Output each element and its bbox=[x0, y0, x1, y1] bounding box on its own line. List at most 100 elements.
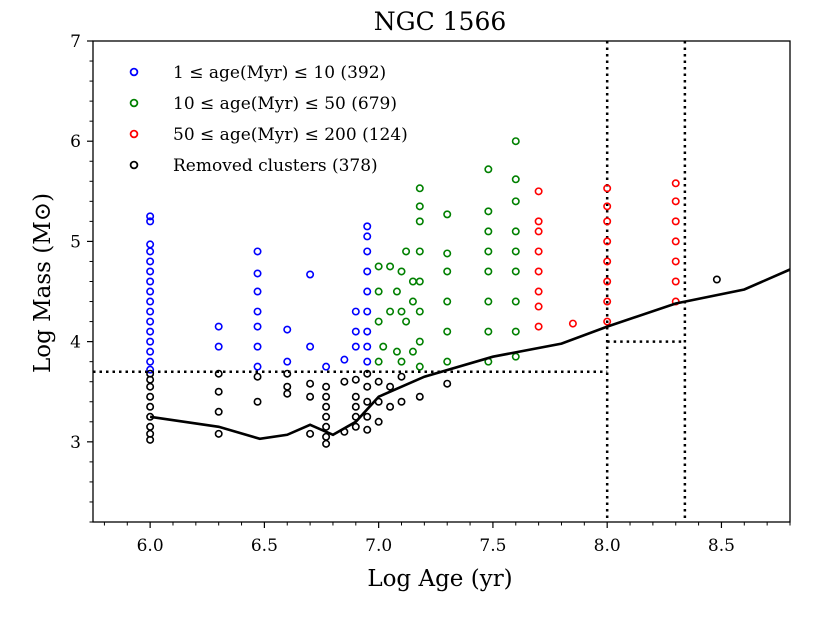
data-point bbox=[534, 247, 543, 256]
data-point bbox=[408, 347, 417, 356]
data-point bbox=[534, 187, 543, 196]
data-point bbox=[511, 267, 520, 276]
y-axis-label: Log Mass (M⊙) bbox=[30, 193, 56, 373]
data-point bbox=[283, 325, 292, 334]
data-point bbox=[322, 439, 331, 448]
data-point bbox=[443, 357, 452, 366]
data-point bbox=[511, 247, 520, 256]
data-point bbox=[214, 342, 223, 351]
data-point bbox=[415, 247, 424, 256]
data-point bbox=[374, 262, 383, 271]
data-point bbox=[253, 322, 262, 331]
data-point bbox=[402, 247, 411, 256]
x-tick-label: 6.0 bbox=[137, 536, 164, 556]
data-point bbox=[415, 202, 424, 211]
data-point bbox=[534, 322, 543, 331]
data-point bbox=[511, 175, 520, 184]
legend-marker bbox=[129, 67, 139, 77]
data-point bbox=[603, 257, 612, 266]
data-point bbox=[511, 352, 520, 361]
data-point bbox=[397, 372, 406, 381]
data-point bbox=[603, 297, 612, 306]
data-point bbox=[283, 357, 292, 366]
data-point bbox=[415, 184, 424, 193]
data-point bbox=[402, 317, 411, 326]
data-point bbox=[146, 307, 155, 316]
data-point bbox=[397, 397, 406, 406]
data-point bbox=[322, 432, 331, 441]
legend-label: Removed clusters (378) bbox=[173, 156, 378, 176]
data-point bbox=[306, 392, 315, 401]
data-point bbox=[146, 277, 155, 286]
data-point bbox=[146, 369, 155, 378]
data-point bbox=[443, 379, 452, 388]
x-axis-label: Log Age (yr) bbox=[367, 566, 512, 592]
data-point bbox=[363, 369, 372, 378]
data-point bbox=[484, 227, 493, 236]
data-point bbox=[146, 422, 155, 431]
legend-marker bbox=[129, 98, 139, 108]
data-point bbox=[306, 429, 315, 438]
data-point bbox=[386, 382, 395, 391]
data-point bbox=[146, 267, 155, 276]
data-point bbox=[408, 297, 417, 306]
data-point bbox=[146, 247, 155, 256]
data-point bbox=[363, 397, 372, 406]
data-point bbox=[146, 357, 155, 366]
data-point bbox=[253, 247, 262, 256]
data-point bbox=[386, 262, 395, 271]
data-point bbox=[392, 347, 401, 356]
data-point bbox=[363, 247, 372, 256]
data-point bbox=[511, 227, 520, 236]
data-point bbox=[146, 240, 155, 249]
completeness-curve bbox=[149, 268, 791, 441]
data-point bbox=[363, 222, 372, 231]
y-tick-label: 5 bbox=[70, 232, 81, 252]
data-point bbox=[306, 379, 315, 388]
data-point bbox=[534, 267, 543, 276]
x-tick-label: 8.5 bbox=[708, 536, 735, 556]
data-point bbox=[534, 227, 543, 236]
completeness-line bbox=[149, 268, 791, 441]
data-point bbox=[351, 402, 360, 411]
data-point bbox=[397, 357, 406, 366]
data-point bbox=[253, 342, 262, 351]
data-point bbox=[214, 369, 223, 378]
data-point bbox=[283, 382, 292, 391]
data-point bbox=[511, 297, 520, 306]
data-point bbox=[374, 357, 383, 366]
y-tick-label: 3 bbox=[70, 433, 81, 453]
data-point bbox=[397, 267, 406, 276]
legend-label: 1 ≤ age(Myr) ≤ 10 (392) bbox=[173, 63, 386, 83]
data-point bbox=[443, 210, 452, 219]
data-point bbox=[146, 392, 155, 401]
data-point bbox=[534, 302, 543, 311]
data-point bbox=[146, 257, 155, 266]
data-point bbox=[363, 287, 372, 296]
data-point bbox=[253, 269, 262, 278]
data-point bbox=[146, 337, 155, 346]
data-point bbox=[340, 377, 349, 386]
data-point bbox=[253, 362, 262, 371]
data-point bbox=[484, 165, 493, 174]
data-point bbox=[671, 237, 680, 246]
data-point bbox=[415, 307, 424, 316]
legend-label: 10 ≤ age(Myr) ≤ 50 (679) bbox=[173, 94, 397, 114]
data-point bbox=[351, 422, 360, 431]
data-point bbox=[363, 327, 372, 336]
data-point bbox=[214, 407, 223, 416]
data-point bbox=[363, 307, 372, 316]
data-point bbox=[351, 375, 360, 384]
data-point bbox=[443, 297, 452, 306]
data-point bbox=[146, 217, 155, 226]
data-point bbox=[146, 287, 155, 296]
legend-marker bbox=[129, 129, 139, 139]
data-point bbox=[415, 392, 424, 401]
data-point bbox=[671, 197, 680, 206]
data-point bbox=[603, 202, 612, 211]
data-point bbox=[253, 397, 262, 406]
data-point bbox=[253, 372, 262, 381]
data-point bbox=[322, 392, 331, 401]
data-point bbox=[363, 357, 372, 366]
data-point bbox=[253, 287, 262, 296]
